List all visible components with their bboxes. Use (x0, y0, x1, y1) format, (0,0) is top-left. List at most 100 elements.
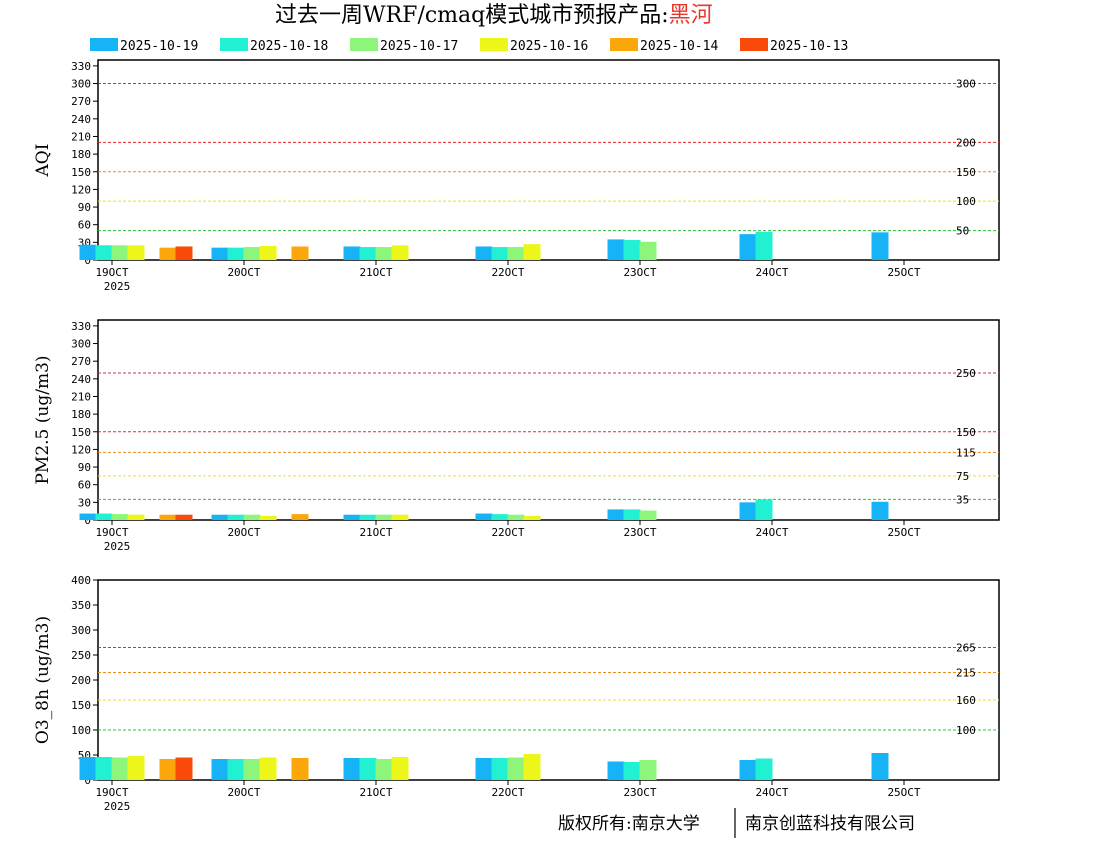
bar (871, 501, 889, 520)
y-tick-label: 150 (71, 426, 91, 439)
threshold-label: 300 (956, 78, 976, 91)
bar (227, 247, 245, 260)
chart-title-main: 过去一周WRF/cmaq模式城市预报产品: (275, 3, 669, 28)
x-tick-label: 22OCT (491, 526, 524, 539)
x-year-label: 2025 (104, 800, 131, 813)
x-tick-label: 23OCT (623, 786, 656, 799)
bar (871, 232, 889, 260)
bar (391, 245, 409, 260)
y-tick-label: 90 (78, 461, 91, 474)
threshold-label: 215 (956, 667, 976, 680)
bar (755, 758, 773, 780)
y-tick-label: 100 (71, 724, 91, 737)
legend-swatch (740, 38, 768, 51)
legend-swatch (220, 38, 248, 51)
plot-frame (97, 59, 1000, 261)
bar (175, 514, 193, 520)
footer: 版权所有:南京大学 南京创蓝科技有限公司 (558, 808, 915, 838)
y-tick-label: 300 (71, 338, 91, 351)
y-tick-label: 400 (71, 574, 91, 587)
bar (523, 244, 541, 260)
chart-panel: 250 150 115 75 35 0 30 60 90 120 150 180 210 240 270 30… (33, 319, 1000, 553)
bar (739, 502, 757, 520)
bar (507, 514, 525, 520)
chart-legend: 2025-10-19 2025-10-18 2025-10-17 2025-10-16… (90, 38, 848, 54)
bar (111, 757, 129, 780)
x-tick-label: 24OCT (755, 526, 788, 539)
x-tick-label: 19OCT (95, 526, 128, 539)
x-tick-label: 21OCT (359, 266, 392, 279)
footer-company: 南京创蓝科技有限公司 (745, 814, 915, 834)
bar (623, 762, 641, 780)
x-tick-label: 20OCT (227, 266, 260, 279)
bar (755, 231, 773, 260)
y-tick-label: 200 (71, 674, 91, 687)
threshold-label: 35 (956, 493, 969, 506)
threshold-label: 115 (956, 446, 976, 459)
y-tick-label: 180 (71, 408, 91, 421)
bar (95, 757, 113, 780)
bar (359, 514, 377, 520)
threshold-label: 200 (956, 136, 976, 149)
bar (243, 759, 261, 780)
threshold-label: 265 (956, 642, 976, 655)
chart-title: 过去一周WRF/cmaq模式城市预报产品:黑河 (275, 3, 713, 28)
bar (391, 757, 409, 780)
bar (375, 759, 393, 780)
bar (175, 757, 193, 780)
bar (607, 239, 625, 260)
chart-panel: 265215160100050100150200250300350400O3_8… (33, 574, 1000, 813)
threshold-label: 250 (956, 367, 976, 380)
y-tick-label: 240 (71, 373, 91, 386)
y-tick-label: 240 (71, 113, 91, 126)
threshold-label: 75 (956, 470, 969, 483)
bar (491, 758, 509, 780)
plot-frame (97, 579, 1000, 781)
x-year-label: 2025 (104, 540, 131, 553)
bar (739, 760, 757, 780)
bar (871, 753, 889, 780)
bar (227, 759, 245, 780)
x-year-label: 2025 (104, 280, 131, 293)
bar (259, 515, 277, 520)
y-tick-label: 250 (71, 649, 91, 662)
bar (243, 247, 261, 260)
footer-copyright: 版权所有:南京大学 (558, 814, 700, 834)
y-tick-label: 90 (78, 201, 91, 214)
bar (95, 513, 113, 520)
x-tick-label: 21OCT (359, 786, 392, 799)
x-tick-label: 25OCT (887, 786, 920, 799)
bar (375, 514, 393, 520)
bar (343, 514, 361, 520)
y-tick-label: 0 (84, 514, 91, 527)
bar (111, 245, 129, 260)
legend-label: 2025-10-13 (770, 39, 848, 54)
bar (507, 757, 525, 780)
legend-swatch (350, 38, 378, 51)
bar (291, 246, 309, 260)
bar (259, 245, 277, 260)
bar (343, 246, 361, 260)
bar (127, 514, 145, 520)
y-tick-label: 350 (71, 599, 91, 612)
legend-label: 2025-10-14 (640, 39, 718, 54)
threshold-label: 100 (956, 195, 976, 208)
bar (475, 758, 493, 780)
x-tick-label: 23OCT (623, 526, 656, 539)
bar (375, 247, 393, 260)
bar (211, 514, 229, 520)
bar (391, 514, 409, 520)
chart-panels: 300 200 150 100 50 0 30 60 90 120 150 180 210 240 270 3… (33, 59, 1000, 813)
bar (491, 247, 509, 260)
y-tick-label: 60 (78, 219, 91, 232)
x-tick-label: 24OCT (755, 786, 788, 799)
bar (159, 759, 177, 780)
y-tick-label: 210 (71, 390, 91, 403)
bar (227, 514, 245, 520)
bar (175, 246, 193, 260)
bar (755, 499, 773, 520)
bar (623, 509, 641, 520)
bar (623, 240, 641, 260)
y-tick-label: 180 (71, 148, 91, 161)
